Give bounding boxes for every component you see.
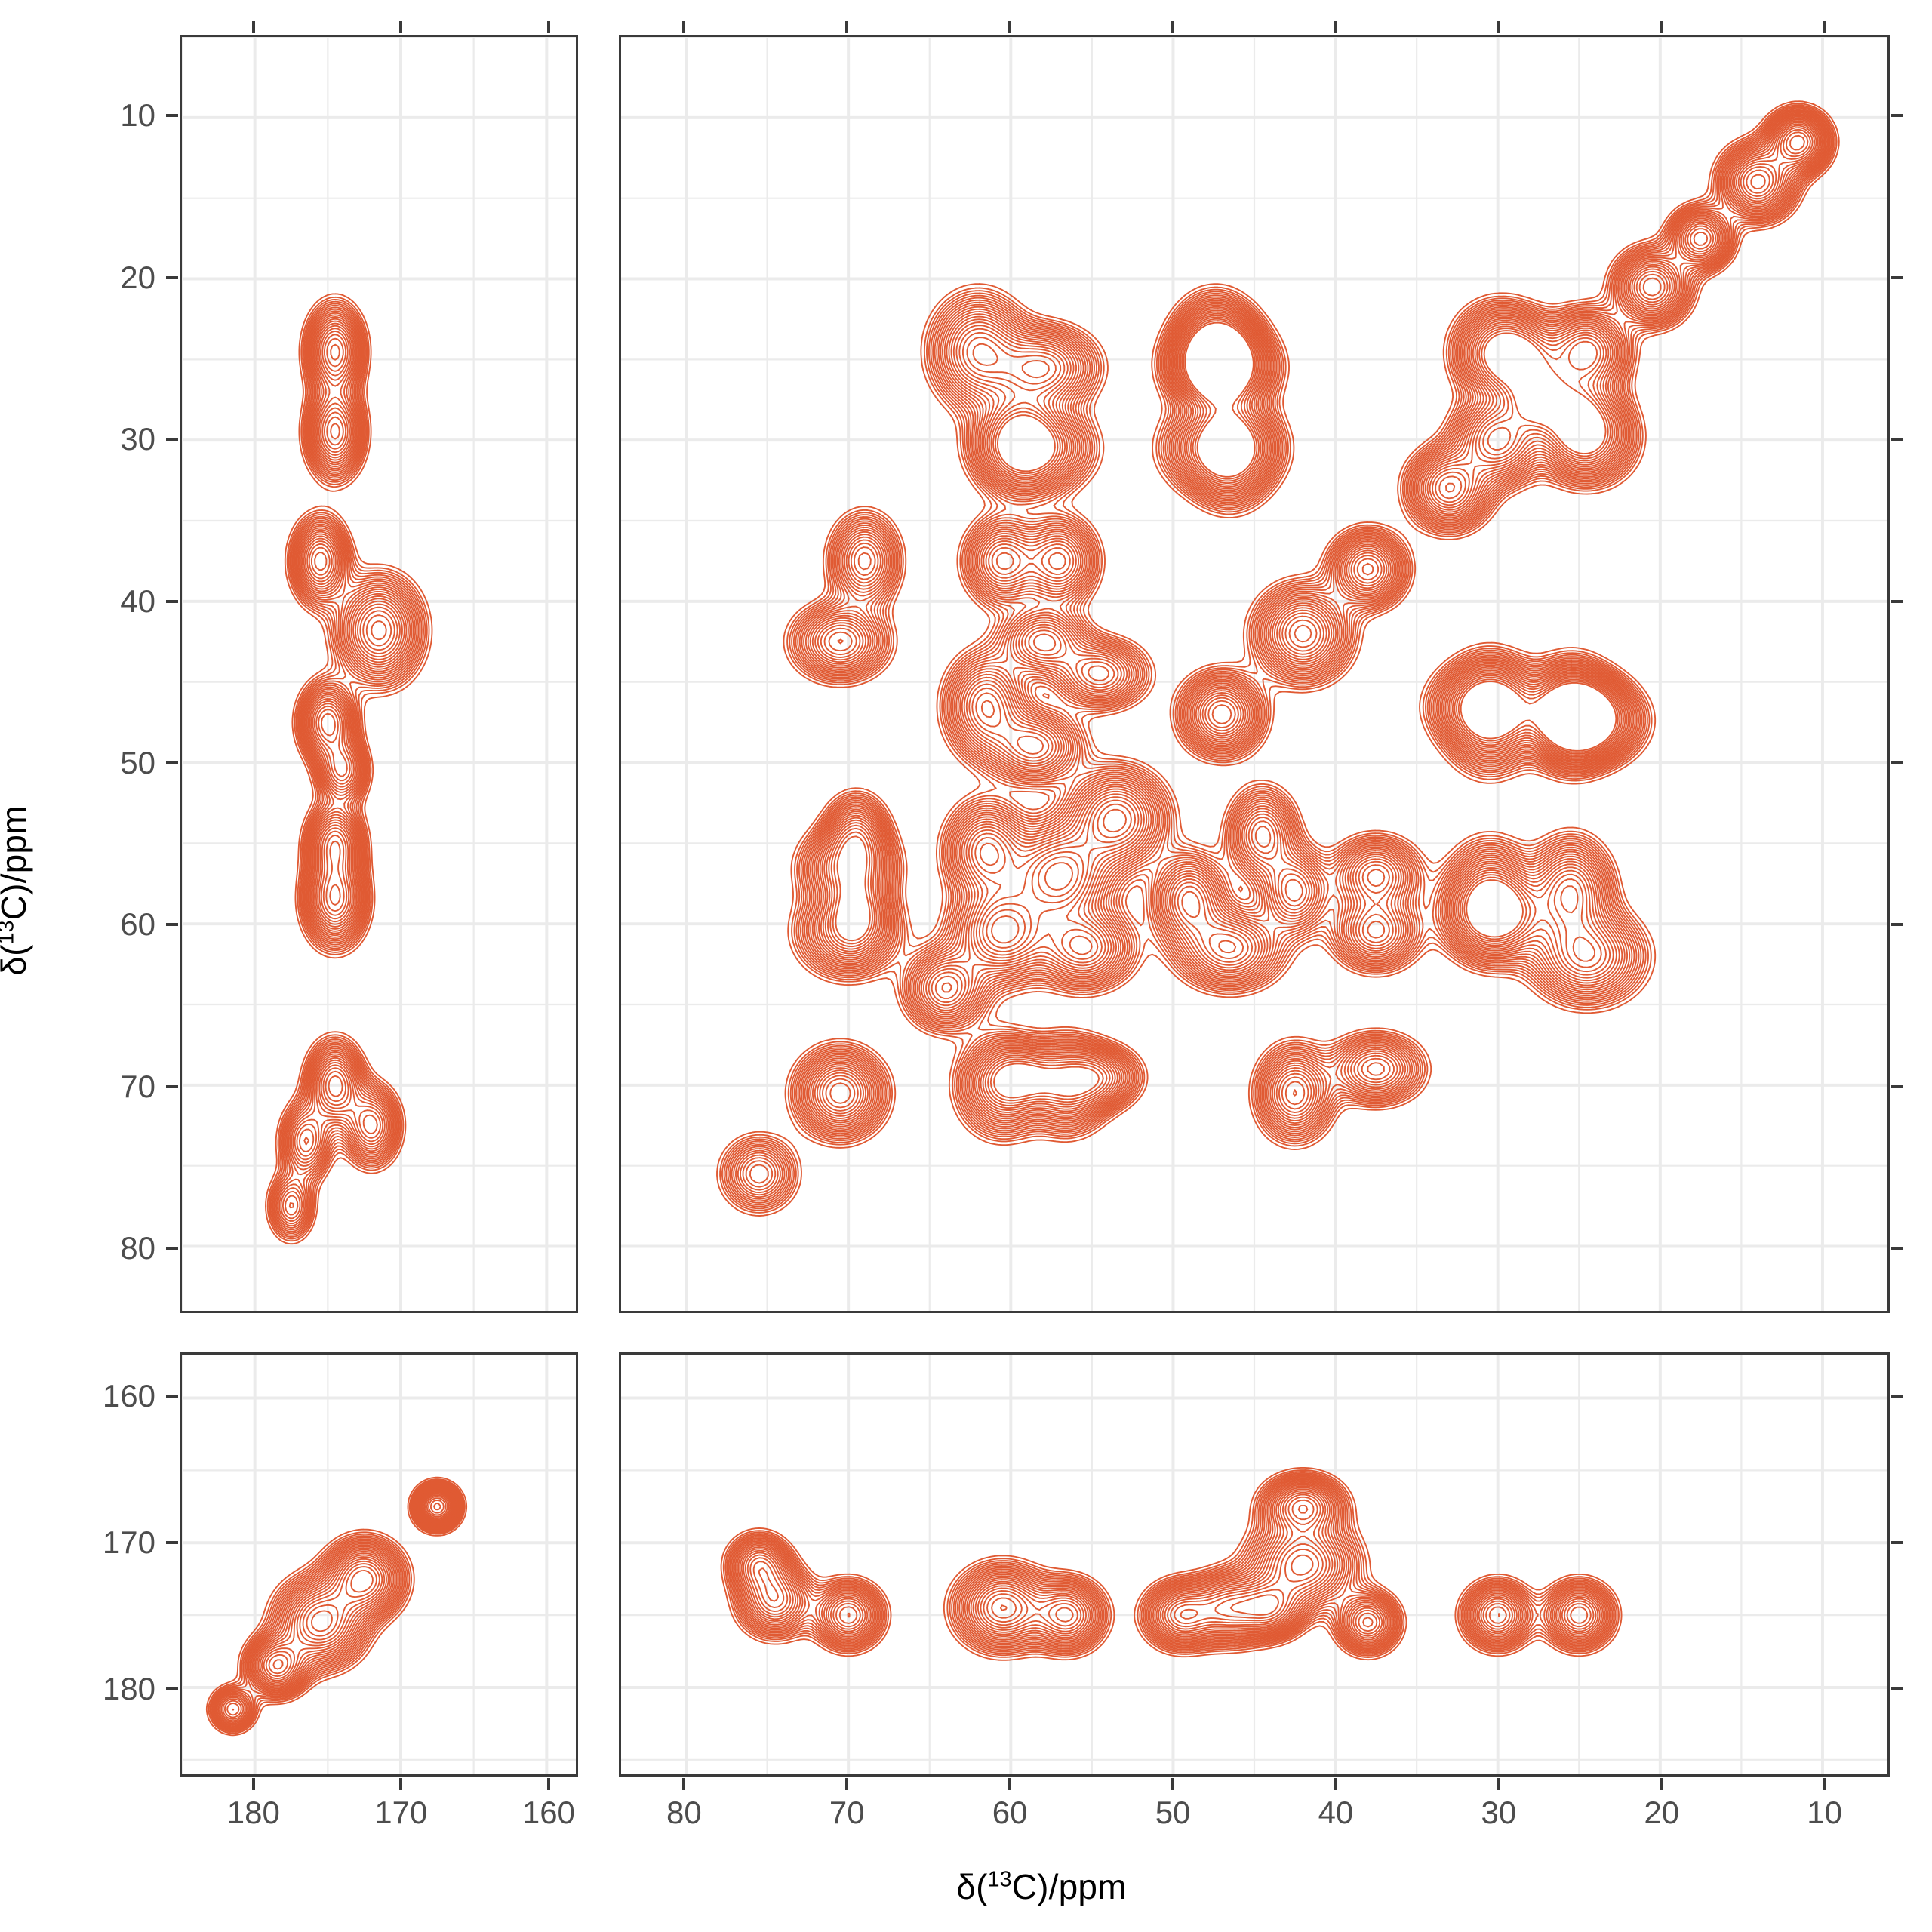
y-tick-mark-60: [166, 923, 178, 927]
contour-plot-bottom-left: [182, 1355, 576, 1774]
y-tick-label-70: 70: [120, 1068, 155, 1104]
y-right-tick-mark-70: [1891, 1084, 1903, 1088]
x-top-tick-mark-80: [682, 21, 686, 33]
x-tick-label-60: 60: [992, 1795, 1028, 1830]
x-top-tick-mark-160: [546, 21, 550, 33]
x-axis-title-superscript: 13: [987, 1867, 1012, 1892]
x-tick-label-80: 80: [666, 1795, 702, 1830]
x-tick-label-40: 40: [1318, 1795, 1354, 1830]
y-tick-mark-40: [166, 599, 178, 603]
y-right-tick-mark-170: [1891, 1540, 1903, 1544]
x-axis-title-prefix: δ(: [956, 1867, 988, 1906]
x-tick-mark-180: [251, 1778, 255, 1790]
y-axis-title-prefix: δ(: [0, 944, 33, 976]
x-top-tick-mark-170: [399, 21, 403, 33]
panel-aliphatic-vs-carbonyl: [180, 35, 578, 1313]
y-tick-label-170: 170: [102, 1524, 155, 1560]
y-tick-label-30: 30: [120, 421, 155, 457]
contour-lines: [205, 1476, 468, 1737]
contour-plot-bottom-right: [621, 1355, 1887, 1774]
y-tick-label-10: 10: [120, 97, 155, 134]
x-tick-label-20: 20: [1644, 1795, 1680, 1830]
y-right-tick-mark-30: [1891, 438, 1903, 441]
y-tick-mark-180: [166, 1687, 178, 1690]
x-tick-label-50: 50: [1155, 1795, 1191, 1830]
y-right-tick-mark-10: [1891, 114, 1903, 118]
y-tick-mark-160: [166, 1395, 178, 1398]
y-tick-mark-70: [166, 1084, 178, 1088]
y-tick-label-20: 20: [120, 259, 155, 295]
x-tick-mark-20: [1660, 1778, 1663, 1790]
y-tick-mark-10: [166, 114, 178, 118]
y-tick-label-60: 60: [120, 906, 155, 943]
x-top-tick-mark-20: [1660, 21, 1663, 33]
x-top-tick-mark-180: [251, 21, 255, 33]
x-axis-title: δ(13C)/ppm: [808, 1866, 1275, 1907]
gridlines: [621, 1355, 1887, 1774]
y-axis-title: δ(13C)/ppm: [0, 694, 34, 1087]
x-tick-label-160: 160: [521, 1795, 575, 1830]
contour-plot-top-right: [621, 37, 1887, 1311]
x-tick-label-70: 70: [829, 1795, 865, 1830]
x-tick-mark-10: [1823, 1778, 1826, 1790]
y-tick-mark-50: [166, 761, 178, 764]
x-tick-mark-160: [546, 1778, 550, 1790]
panel-carbonyl-vs-aliphatic: [619, 1352, 1890, 1777]
x-top-tick-mark-30: [1497, 21, 1500, 33]
x-top-tick-mark-70: [845, 21, 849, 33]
y-tick-mark-20: [166, 275, 178, 279]
y-right-tick-mark-40: [1891, 599, 1903, 603]
x-tick-mark-80: [682, 1778, 686, 1790]
panel-carbonyl-vs-carbonyl: [180, 1352, 578, 1777]
contour-plot-top-left: [182, 37, 576, 1311]
x-tick-mark-60: [1008, 1778, 1012, 1790]
contour-lines: [716, 100, 1840, 1217]
y-axis-title-suffix: C)/ppm: [0, 805, 33, 921]
y-right-tick-mark-20: [1891, 275, 1903, 279]
y-right-tick-mark-50: [1891, 761, 1903, 764]
y-right-tick-mark-160: [1891, 1395, 1903, 1398]
x-tick-label-10: 10: [1807, 1795, 1842, 1830]
x-tick-mark-40: [1334, 1778, 1337, 1790]
y-tick-label-180: 180: [102, 1670, 155, 1706]
contour-lines: [720, 1466, 1623, 1661]
panel-aliphatic-vs-aliphatic: [619, 35, 1890, 1313]
x-tick-label-30: 30: [1481, 1795, 1517, 1830]
x-top-tick-mark-10: [1823, 21, 1826, 33]
x-tick-mark-30: [1497, 1778, 1500, 1790]
y-right-tick-mark-60: [1891, 923, 1903, 927]
y-axis-title-superscript: 13: [0, 920, 19, 945]
y-tick-label-80: 80: [120, 1230, 155, 1266]
y-tick-label-50: 50: [120, 744, 155, 780]
y-tick-mark-80: [166, 1247, 178, 1251]
x-tick-mark-170: [399, 1778, 403, 1790]
y-right-tick-mark-180: [1891, 1687, 1903, 1690]
y-tick-mark-170: [166, 1540, 178, 1544]
x-top-tick-mark-60: [1008, 21, 1012, 33]
y-tick-label-160: 160: [102, 1378, 155, 1414]
x-top-tick-mark-50: [1171, 21, 1175, 33]
x-tick-label-180: 180: [226, 1795, 280, 1830]
y-right-tick-mark-80: [1891, 1247, 1903, 1251]
contour-lines: [265, 293, 433, 1245]
y-tick-label-40: 40: [120, 583, 155, 619]
x-tick-mark-50: [1171, 1778, 1175, 1790]
x-axis-title-suffix: C)/ppm: [1011, 1867, 1127, 1906]
x-tick-mark-70: [845, 1778, 849, 1790]
x-top-tick-mark-40: [1334, 21, 1337, 33]
y-tick-mark-30: [166, 438, 178, 441]
x-tick-label-170: 170: [374, 1795, 428, 1830]
